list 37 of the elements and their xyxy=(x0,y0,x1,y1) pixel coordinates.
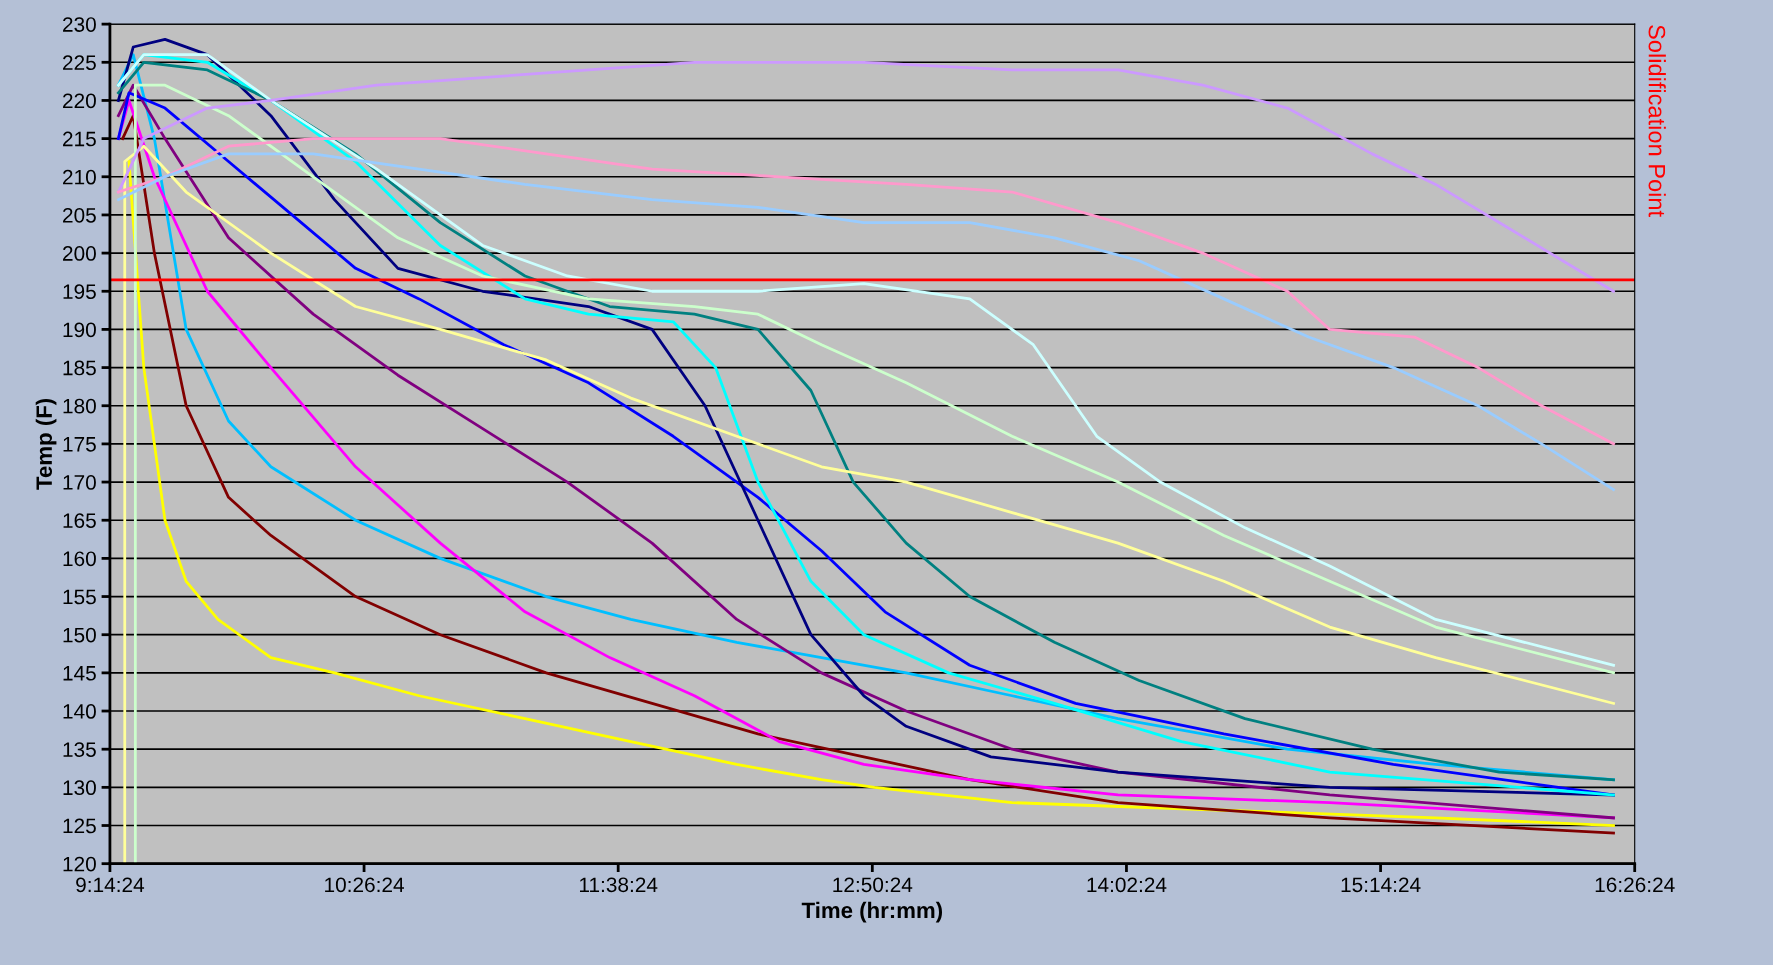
y-tick-label: 210 xyxy=(63,169,96,185)
y-tick-label: 125 xyxy=(63,818,96,834)
y-tick-label: 135 xyxy=(63,742,96,757)
y-tick-label: 205 xyxy=(63,207,96,223)
y-tick-label: 185 xyxy=(63,360,96,376)
y-tick-label: 160 xyxy=(63,551,96,567)
x-tick-label: 15:14:24 xyxy=(1341,877,1421,893)
line-series xyxy=(117,53,1615,667)
y-tick-label: 165 xyxy=(63,513,96,528)
y-tick-label: 130 xyxy=(63,780,96,796)
y-axis-title: Temp (F) xyxy=(35,398,57,490)
y-tick-label: 215 xyxy=(63,131,96,147)
y-tick-label: 170 xyxy=(63,475,96,490)
x-tick-label: 12:50:24 xyxy=(833,877,913,893)
y-tick-label: 200 xyxy=(63,246,96,261)
y-tick-label: 155 xyxy=(63,589,96,605)
y-tick-label: 190 xyxy=(63,322,96,338)
y-tick-label: 120 xyxy=(63,856,96,872)
y-tick-label: 145 xyxy=(63,666,96,681)
x-tick-label: 11:38:24 xyxy=(580,877,658,893)
x-tick-label: 16:26:24 xyxy=(1595,877,1675,893)
ref-line-label: Solidification Point xyxy=(1648,25,1666,217)
y-tick-label: 180 xyxy=(63,398,96,414)
y-tick-label: 175 xyxy=(63,437,96,452)
y-tick-label: 225 xyxy=(63,55,96,71)
y-tick-label: 220 xyxy=(63,93,96,109)
x-axis-title: Time (hr:mm) xyxy=(801,901,943,923)
x-tick-label: 9:14:24 xyxy=(76,877,145,893)
x-tick-label: 14:02:24 xyxy=(1087,877,1167,893)
line-series xyxy=(117,152,1615,492)
x-tick-label: 10:26:24 xyxy=(325,877,404,893)
y-tick-label: 195 xyxy=(63,284,96,300)
y-tick-label: 230 xyxy=(63,17,96,32)
line-series xyxy=(117,137,1615,446)
y-tick-label: 140 xyxy=(63,704,96,719)
y-tick-label: 150 xyxy=(63,627,96,643)
line-series xyxy=(117,60,1615,293)
